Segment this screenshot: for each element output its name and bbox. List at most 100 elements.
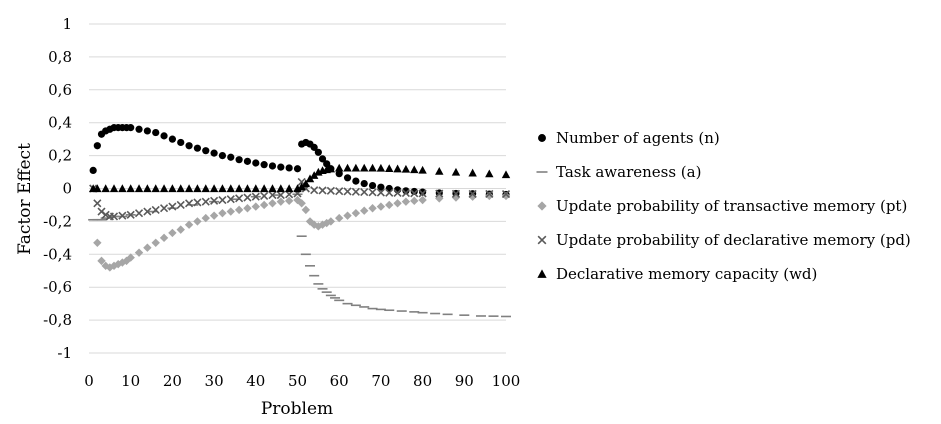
data-point-diamond bbox=[268, 199, 277, 208]
data-point-x bbox=[260, 191, 269, 200]
data-point-triangle bbox=[234, 184, 244, 193]
legend-label: Declarative memory capacity (wd) bbox=[556, 265, 818, 283]
data-point-circle bbox=[323, 160, 331, 168]
series-1 bbox=[88, 193, 511, 318]
data-point-x bbox=[101, 210, 110, 219]
y-tick-label: 1 bbox=[62, 15, 72, 33]
data-point-triangle bbox=[297, 182, 306, 191]
data-point-triangle bbox=[435, 167, 444, 175]
legend-marker bbox=[538, 134, 546, 142]
data-point-circle bbox=[185, 142, 193, 150]
x-tick-label: 50 bbox=[288, 372, 307, 390]
legend-marker-icon bbox=[534, 164, 550, 180]
data-point-triangle bbox=[159, 184, 169, 193]
data-point-triangle bbox=[485, 169, 494, 178]
data-point-x bbox=[218, 195, 227, 205]
data-point-circle bbox=[293, 165, 302, 173]
data-point-x bbox=[235, 194, 244, 203]
legend-marker-icon bbox=[534, 198, 550, 214]
data-point-circle bbox=[127, 124, 135, 132]
data-point-circle bbox=[268, 162, 277, 170]
data-point-circle bbox=[152, 128, 160, 137]
data-point-diamond bbox=[143, 243, 152, 252]
data-point-circle bbox=[402, 187, 410, 195]
data-point-diamond bbox=[151, 238, 160, 247]
data-point-diamond bbox=[401, 197, 411, 206]
data-point-x bbox=[243, 193, 252, 202]
data-point-diamond bbox=[176, 225, 185, 234]
data-point-diamond bbox=[122, 256, 131, 266]
data-point-diamond bbox=[168, 228, 177, 238]
data-point-triangle bbox=[410, 165, 419, 174]
data-point-circle bbox=[243, 157, 252, 165]
data-point-diamond bbox=[201, 213, 210, 223]
data-point-x bbox=[351, 187, 360, 196]
data-point-triangle bbox=[209, 184, 219, 193]
data-point-diamond bbox=[134, 248, 144, 257]
data-point-circle bbox=[135, 125, 143, 133]
data-point-triangle bbox=[193, 184, 202, 193]
data-point-x bbox=[310, 186, 319, 195]
legend-item: Task awareness (a) bbox=[534, 155, 911, 189]
series-3 bbox=[89, 177, 511, 221]
legend-label: Task awareness (a) bbox=[556, 163, 702, 181]
data-point-x bbox=[485, 189, 494, 198]
legend-label: Update probability of declarative memory… bbox=[556, 231, 911, 249]
y-tick-label: 0,6 bbox=[48, 81, 72, 99]
data-point-diamond bbox=[243, 204, 252, 213]
y-tick-label: -1 bbox=[57, 344, 72, 362]
data-point-triangle bbox=[243, 184, 252, 193]
data-point-x bbox=[185, 199, 194, 208]
data-point-diamond bbox=[209, 211, 219, 220]
data-point-triangle bbox=[468, 168, 477, 177]
data-point-triangle bbox=[201, 184, 210, 193]
x-tick-label: 70 bbox=[371, 372, 390, 390]
data-point-triangle bbox=[376, 163, 386, 172]
data-point-diamond bbox=[368, 204, 377, 213]
y-tick-label: -0,6 bbox=[43, 278, 72, 296]
data-point-triangle bbox=[305, 174, 315, 183]
data-point-triangle bbox=[335, 163, 344, 172]
data-point-circle bbox=[252, 159, 260, 167]
x-tick-label: 100 bbox=[492, 372, 521, 390]
y-tick-label: -0,4 bbox=[43, 245, 72, 263]
data-point-x bbox=[385, 188, 394, 197]
data-point-x bbox=[210, 196, 219, 205]
data-point-circle bbox=[310, 143, 318, 151]
data-point-triangle bbox=[143, 184, 152, 193]
x-tick-label: 10 bbox=[121, 372, 140, 390]
data-point-diamond bbox=[376, 202, 386, 211]
data-point-x bbox=[335, 187, 344, 196]
data-point-circle bbox=[260, 161, 268, 169]
legend-marker-icon bbox=[534, 130, 550, 146]
data-point-x bbox=[226, 195, 235, 204]
legend-item: Number of agents (n) bbox=[534, 121, 911, 155]
data-point-x bbox=[151, 205, 160, 214]
data-point-triangle bbox=[93, 184, 102, 193]
data-point-triangle bbox=[109, 184, 119, 193]
data-point-x bbox=[93, 199, 102, 208]
data-point-triangle bbox=[176, 184, 185, 193]
data-point-triangle bbox=[168, 184, 177, 193]
x-tick-label: 80 bbox=[413, 372, 432, 390]
data-point-x bbox=[501, 190, 511, 199]
data-point-circle bbox=[227, 153, 235, 161]
data-point-x bbox=[435, 189, 444, 198]
data-point-circle bbox=[193, 144, 202, 152]
data-point-diamond bbox=[335, 213, 344, 223]
data-point-diamond bbox=[343, 211, 352, 220]
data-point-x bbox=[143, 207, 152, 216]
data-point-x bbox=[410, 189, 419, 198]
data-point-triangle bbox=[385, 164, 394, 173]
x-axis-title: Problem bbox=[261, 399, 333, 419]
legend-item: Declarative memory capacity (wd) bbox=[534, 257, 911, 291]
data-point-triangle bbox=[351, 163, 361, 172]
data-point-circle bbox=[377, 183, 385, 191]
legend-marker bbox=[537, 269, 547, 278]
data-point-triangle bbox=[360, 163, 369, 172]
data-point-x bbox=[360, 188, 369, 197]
data-point-diamond bbox=[301, 205, 311, 215]
data-point-circle bbox=[235, 156, 243, 164]
data-point-x bbox=[118, 211, 127, 220]
